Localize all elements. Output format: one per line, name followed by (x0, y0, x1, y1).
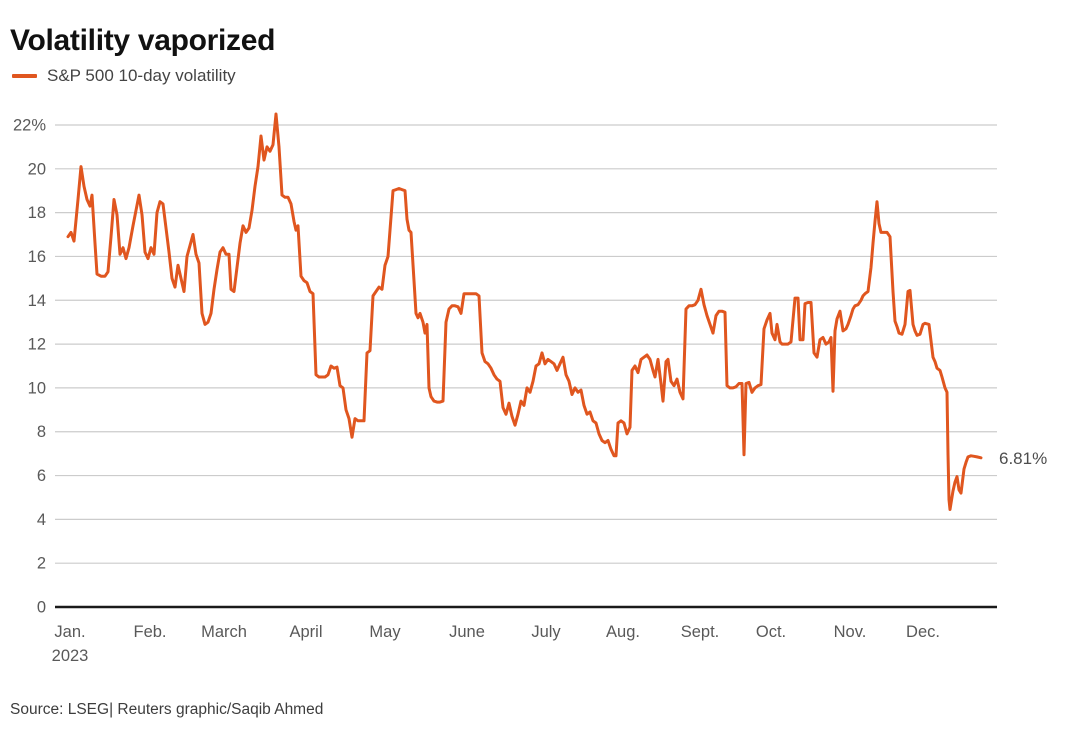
source-attribution: Source: LSEG| Reuters graphic/Saqib Ahme… (10, 701, 324, 718)
x-tick-label: Sept. (681, 623, 720, 641)
y-tick-label: 14 (28, 292, 46, 310)
y-tick-label: 2 (37, 555, 46, 573)
x-tick-label: Aug. (606, 623, 640, 641)
y-tick-label: 22% (13, 117, 46, 135)
x-tick-label: Feb. (133, 623, 166, 641)
x-tick-label: July (531, 623, 561, 641)
y-tick-label: 20 (28, 160, 46, 178)
x-tick-label: Nov. (834, 623, 867, 641)
x-axis-year-label: 2023 (52, 647, 89, 665)
legend: S&P 500 10-day volatility (12, 66, 236, 86)
end-value-label: 6.81% (999, 449, 1047, 468)
y-tick-label: 10 (28, 379, 46, 397)
y-tick-label: 12 (28, 336, 46, 354)
page-title: Volatility vaporized (10, 24, 276, 58)
x-tick-label: Dec. (906, 623, 940, 641)
x-tick-label: March (201, 623, 247, 641)
x-tick-label: April (289, 623, 322, 641)
y-tick-label: 18 (28, 204, 46, 222)
legend-line-swatch-icon (12, 74, 37, 78)
volatility-line (66, 112, 983, 511)
x-tick-label: Oct. (756, 623, 786, 641)
x-tick-label: May (369, 623, 401, 641)
y-tick-label: 16 (28, 248, 46, 266)
x-tick-label: Jan. (54, 623, 85, 641)
y-tick-label: 6 (37, 467, 46, 485)
y-tick-label: 8 (37, 423, 46, 441)
y-tick-label: 4 (37, 511, 46, 529)
x-tick-label: June (449, 623, 485, 641)
y-tick-label: 0 (37, 599, 46, 617)
legend-label: S&P 500 10-day volatility (47, 66, 236, 85)
